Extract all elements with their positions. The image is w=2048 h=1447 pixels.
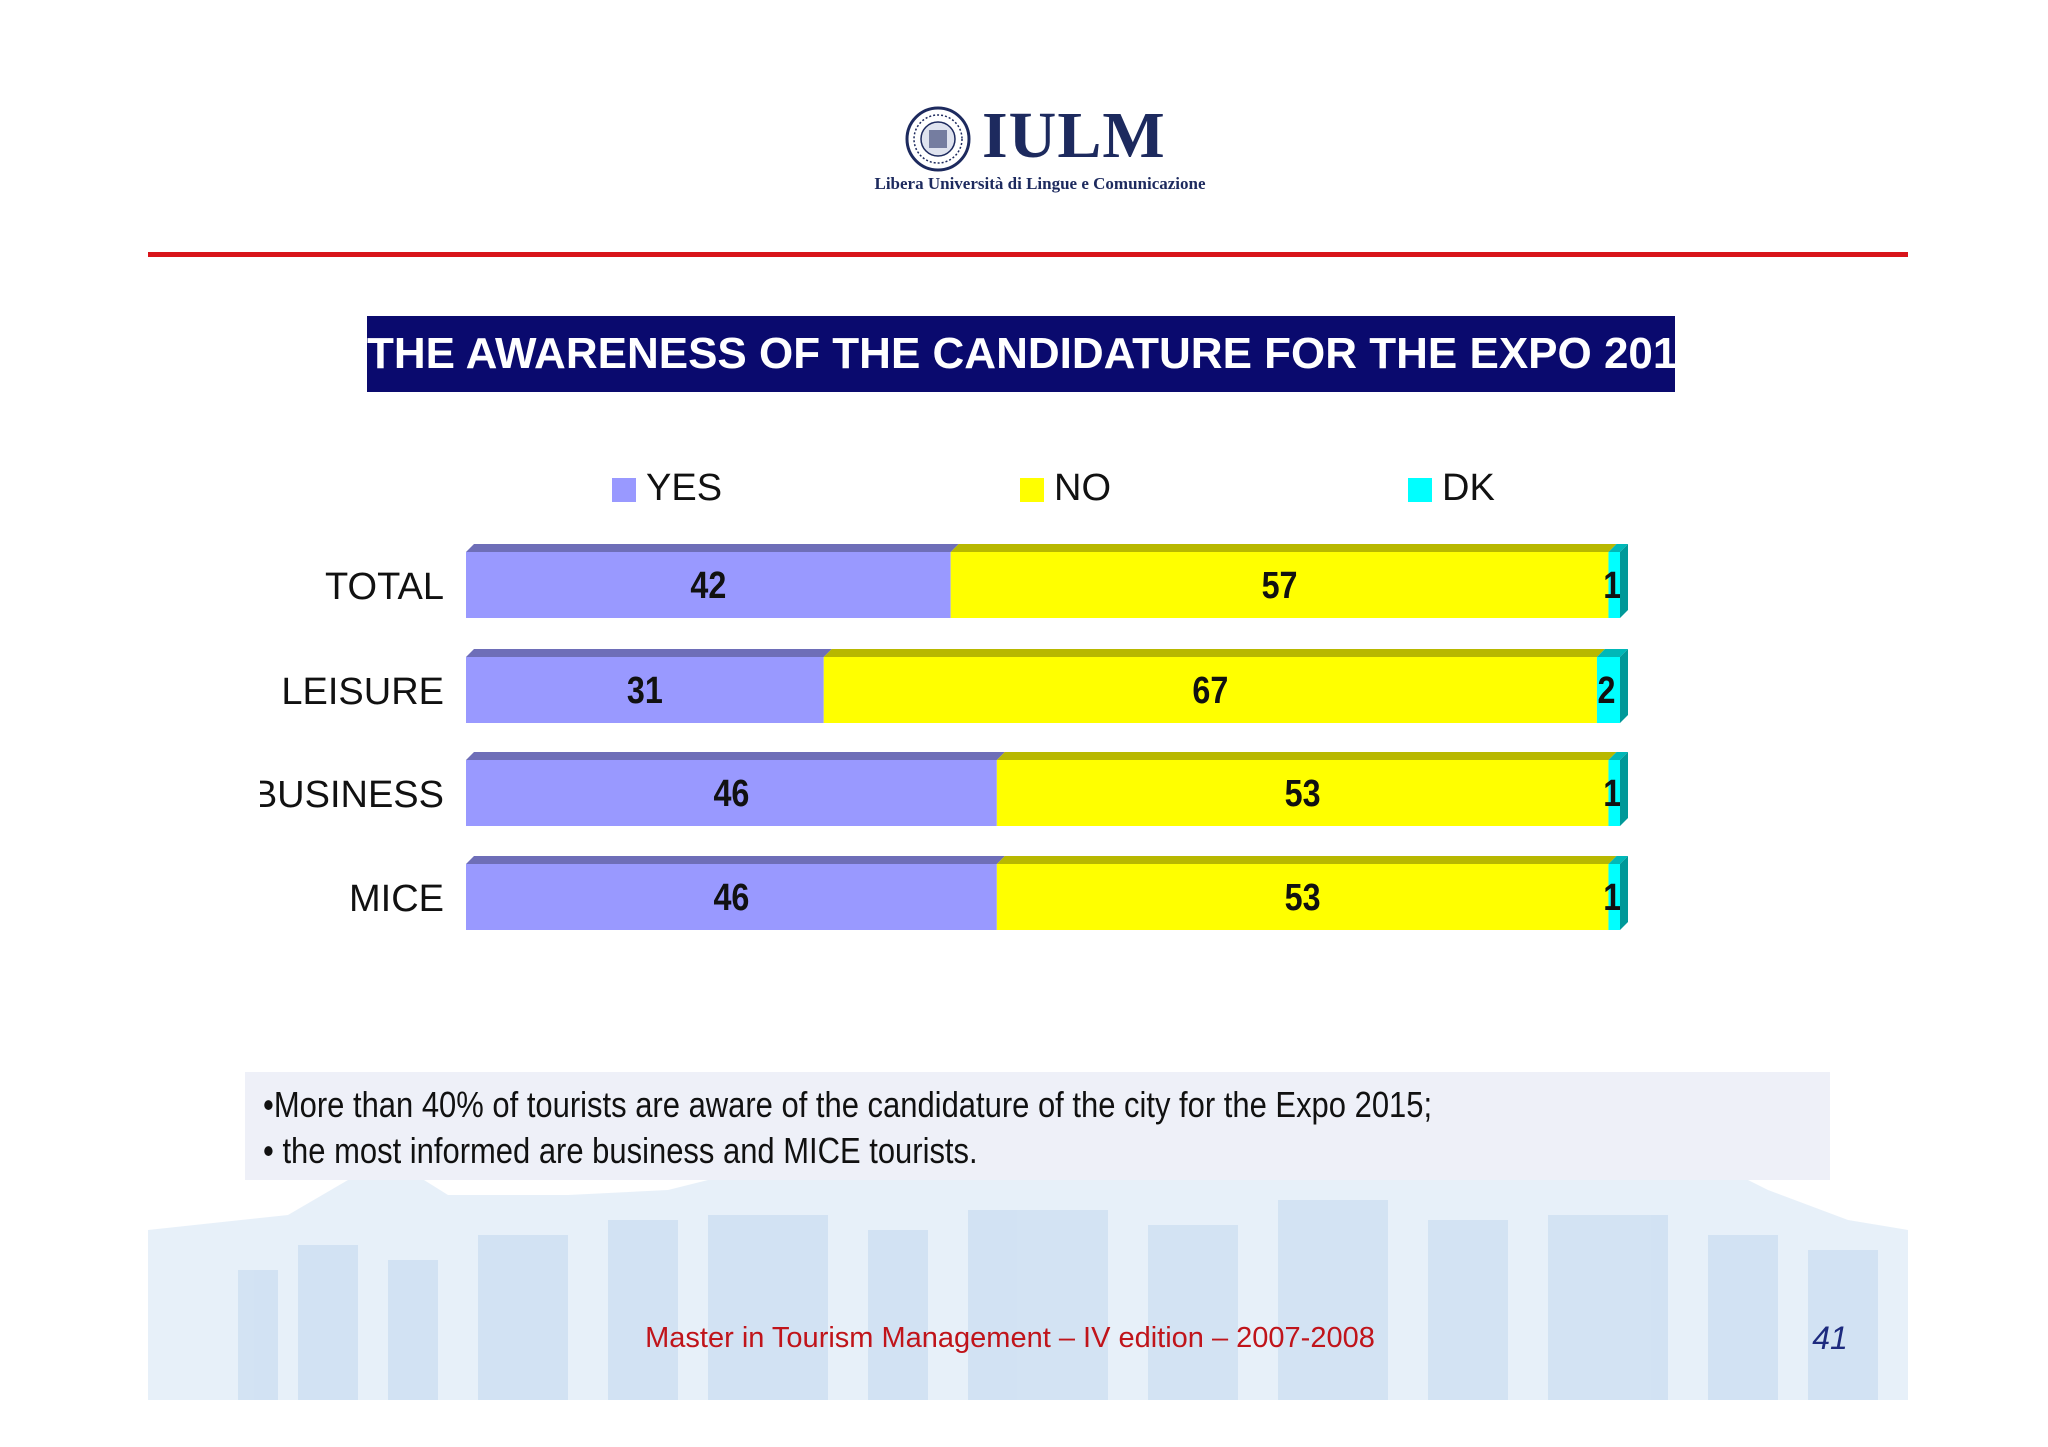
bar-top-no xyxy=(996,752,1617,760)
bar-segment-yes xyxy=(466,864,997,930)
legend-swatch-yes xyxy=(612,478,636,502)
bar-segment-no xyxy=(823,657,1597,723)
bar-top-yes xyxy=(466,649,832,657)
bar-segment-dk xyxy=(1608,760,1620,826)
bar-segment-yes xyxy=(466,552,951,618)
bar-top-yes xyxy=(466,752,1005,760)
bar-segment-yes xyxy=(466,657,824,723)
bar-segment-dk xyxy=(1596,657,1620,723)
bar-top-yes xyxy=(466,544,959,552)
data-label: 53 xyxy=(1285,877,1321,919)
data-label: 2 xyxy=(1597,670,1615,712)
data-label: 1 xyxy=(1603,877,1621,919)
legend-label-yes: YES xyxy=(646,467,722,509)
category-label: TOTAL xyxy=(325,566,444,608)
category-label: LEISURE xyxy=(281,671,444,713)
data-label: 1 xyxy=(1603,565,1621,607)
seal-icon xyxy=(905,106,971,172)
bullet-point: •More than 40% of tourists are aware of … xyxy=(263,1084,1433,1125)
bar-top-no xyxy=(950,544,1617,552)
bar-segment-dk xyxy=(1608,864,1620,930)
bar-segment-no xyxy=(996,864,1609,930)
legend-label-no: NO xyxy=(1054,467,1111,509)
bar-top-no xyxy=(823,649,1605,657)
bar-top-no xyxy=(996,856,1617,864)
data-label: 42 xyxy=(690,565,726,607)
data-label: 67 xyxy=(1192,670,1228,712)
data-label: 46 xyxy=(713,773,749,815)
category-label: MICE xyxy=(349,878,444,920)
bullet-point: • the most informed are business and MIC… xyxy=(263,1130,978,1171)
data-label: 57 xyxy=(1262,565,1298,607)
slide-title: THE AWARENESS OF THE CANDIDATURE FOR THE… xyxy=(367,316,1702,392)
footer-text: Master in Tourism Management – IV editio… xyxy=(645,1322,1375,1354)
data-label: 53 xyxy=(1285,773,1321,815)
notes-box: •More than 40% of tourists are aware of … xyxy=(245,1072,1830,1180)
stacked-bar-chart: YES NO DK TOTAL 42 57 1 LEISURE 31 67 2 BUSINESS 46 5… xyxy=(260,467,1628,930)
bar-side xyxy=(1620,649,1628,723)
bar-segment-yes xyxy=(466,760,997,826)
bar-segment-no xyxy=(950,552,1609,618)
legend-swatch-dk xyxy=(1408,478,1432,502)
legend-label-dk: DK xyxy=(1442,467,1495,509)
bar-top-yes xyxy=(466,856,1005,864)
legend-swatch-no xyxy=(1020,478,1044,502)
header-rule xyxy=(148,252,1908,257)
logo-wordmark: IULM xyxy=(982,99,1166,172)
bar-top-dk xyxy=(1608,856,1628,864)
category-label: BUSINESS xyxy=(260,774,444,816)
bar-side xyxy=(1620,544,1628,618)
bar-segment-dk xyxy=(1608,552,1620,618)
bar-segment-no xyxy=(996,760,1609,826)
bar-side xyxy=(1620,752,1628,826)
data-label: 31 xyxy=(627,670,663,712)
iulm-logo: IULM Libera Università di Lingue e Comun… xyxy=(870,99,1210,202)
page-number: 41 xyxy=(1812,1320,1848,1356)
bar-top-dk xyxy=(1608,544,1628,552)
bar-top-dk xyxy=(1596,649,1628,657)
logo-subtitle: Libera Università di Lingue e Comunicazi… xyxy=(874,174,1206,193)
data-label: 46 xyxy=(713,877,749,919)
bar-top-dk xyxy=(1608,752,1628,760)
data-label: 1 xyxy=(1603,773,1621,815)
bar-side xyxy=(1620,856,1628,930)
